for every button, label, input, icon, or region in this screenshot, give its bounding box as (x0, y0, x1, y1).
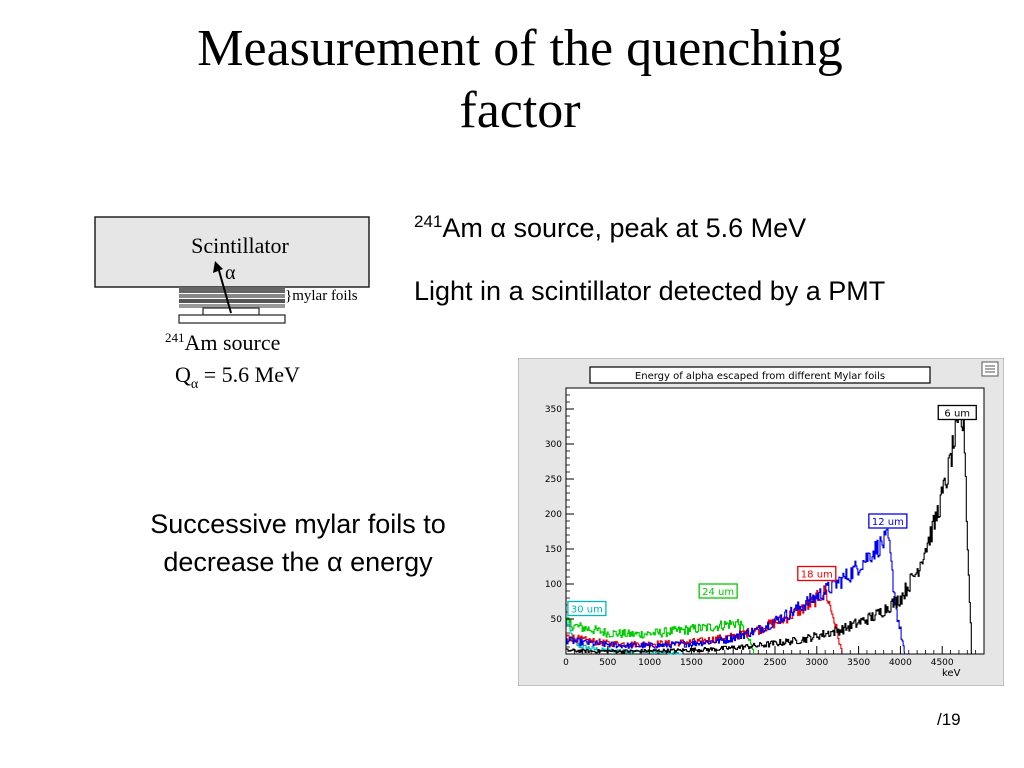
alpha-track (217, 266, 232, 314)
alpha-label: α (225, 262, 236, 284)
x-tick-label: 2000 (722, 658, 745, 668)
plot-frame (565, 387, 985, 655)
y-tick-label: 50 (551, 615, 563, 625)
series-label: 6 um (944, 409, 970, 420)
caption-line-1: Successive mylar foils to (150, 509, 446, 539)
q-label: Qα = 5.6 MeV (175, 362, 300, 392)
series-line (566, 617, 755, 655)
series-label: 30 um (571, 605, 603, 616)
plot-title-box (589, 366, 931, 384)
source-name: Am source (185, 330, 281, 355)
x-tick-label: 4000 (889, 658, 912, 668)
isotope-number: 241 (414, 212, 443, 231)
spectrum-canvas: 0 500 1000 1500 2000 2500 3000 3500 4000 4500 50 10… (517, 357, 1005, 687)
source-label: 241Am source (165, 330, 280, 355)
x-tick-label: 500 (599, 658, 616, 668)
spectrum-plot: 0 500 1000 1500 2000 2500 3000 3500 4000 4500 50 10… (517, 357, 1005, 687)
slide-title: Measurement of the quenching factor (0, 18, 1024, 142)
bullet-source-text: Am α source, peak at 5.6 MeV (442, 213, 807, 243)
mylar-foils (179, 287, 285, 308)
alpha-arrow-head (213, 261, 223, 273)
x-tick-label: 4500 (931, 658, 954, 668)
x-tick-label: 3500 (847, 658, 870, 668)
setup-diagram: Scintillator α }mylar foils 241Am source… (94, 216, 370, 392)
series-label-box (698, 583, 738, 599)
source-isotope: 241 (165, 330, 185, 345)
q-value: = 5.6 MeV (198, 362, 300, 387)
series-line (566, 411, 973, 655)
series-label-box (937, 404, 977, 421)
scintillator-block (94, 216, 370, 288)
series-line (566, 528, 906, 655)
x-tick-label: 1500 (680, 658, 703, 668)
series-label: 18 um (801, 570, 833, 581)
series-label-box (797, 565, 837, 582)
bullet-pmt: Light in a scintillator detected by a PM… (414, 276, 886, 306)
y-tick-label: 350 (545, 405, 562, 415)
plot-title: Energy of alpha escaped from different M… (635, 371, 885, 382)
series-label-box (868, 513, 908, 529)
scintillator-label: Scintillator (191, 233, 289, 258)
mylar-label: }mylar foils (285, 288, 358, 304)
page-number: /19 (937, 710, 961, 729)
caption: Successive mylar foils to decrease the α… (100, 505, 496, 581)
title-line-2: factor (459, 82, 581, 139)
y-tick-label: 150 (545, 545, 562, 555)
source-base (178, 314, 286, 324)
y-tick-label: 250 (545, 475, 562, 485)
y-tick-label: 300 (545, 440, 562, 450)
series-label-box (567, 600, 607, 617)
x-tick-label: 3000 (805, 658, 828, 668)
y-tick-label: 200 (545, 510, 562, 520)
q-subscript: α (191, 377, 199, 392)
x-tick-label: 1000 (638, 658, 661, 668)
bullet-source: 241Am α source, peak at 5.6 MeV (414, 213, 806, 244)
y-tick-label: 100 (545, 580, 562, 590)
title-line-1: Measurement of the quenching (197, 20, 843, 77)
x-axis-label: keV (942, 668, 961, 679)
canvas-menu-icon[interactable] (981, 361, 999, 377)
x-tick-label: 0 (563, 658, 569, 668)
x-tick-label: 2500 (764, 658, 787, 668)
caption-line-2: decrease the α energy (163, 547, 433, 577)
series-label: 12 um (872, 517, 904, 528)
series-label: 24 um (702, 587, 734, 598)
